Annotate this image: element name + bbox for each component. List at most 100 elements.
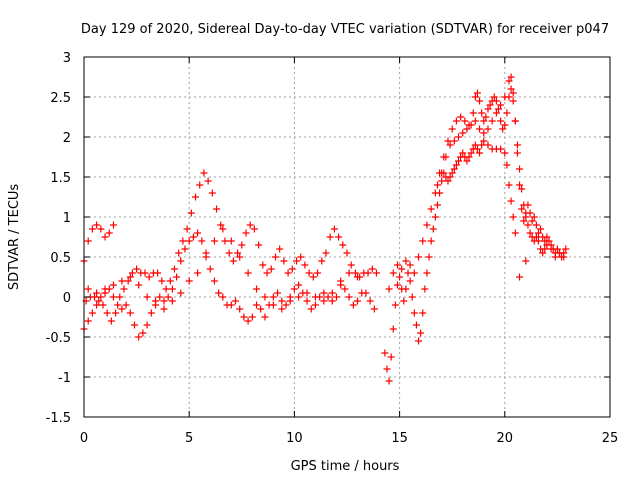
data-point [484, 141, 492, 149]
data-point [417, 329, 425, 337]
data-point [410, 309, 418, 317]
data-point [337, 277, 345, 285]
data-point [503, 109, 511, 117]
data-point [255, 241, 263, 249]
data-point [467, 149, 475, 157]
data-point [400, 297, 408, 305]
data-point [128, 269, 136, 277]
data-point [303, 297, 311, 305]
series-track-a [80, 169, 380, 325]
plot-frame [83, 56, 611, 418]
data-points [80, 73, 570, 385]
data-point [112, 309, 120, 317]
series-track-f [433, 73, 568, 281]
data-point [412, 321, 420, 329]
data-point [124, 277, 132, 285]
data-point [463, 157, 471, 165]
data-point [84, 285, 92, 293]
data-point [88, 309, 96, 317]
data-point [393, 281, 401, 289]
data-point [509, 213, 517, 221]
data-point [423, 269, 431, 277]
y-tick-labels: -1.5 -1 -0.5 0 0.5 1 1.5 2 2.5 3 [46, 51, 71, 426]
data-point [139, 329, 147, 337]
data-point [236, 253, 244, 261]
data-point [516, 273, 524, 281]
data-point [278, 297, 286, 305]
y-tick-label: 3 [63, 51, 71, 66]
data-point [492, 109, 500, 117]
data-point [183, 225, 191, 233]
y-tick-label: 0 [63, 291, 71, 306]
data-point [225, 249, 233, 257]
data-point [282, 301, 290, 309]
data-point [524, 201, 532, 209]
data-point [314, 269, 322, 277]
data-point [383, 365, 391, 373]
data-point [354, 297, 362, 305]
data-point [366, 297, 374, 305]
data-point [404, 269, 412, 277]
data-point [532, 221, 540, 229]
series-track-b [80, 229, 378, 341]
data-point [221, 237, 229, 245]
chart-title: Day 129 of 2020, Sidereal Day-to-day VTE… [81, 22, 609, 37]
data-point [328, 289, 336, 297]
data-point [307, 305, 315, 313]
data-point [518, 205, 526, 213]
data-point [469, 109, 477, 117]
data-point [465, 153, 473, 161]
data-point [387, 353, 395, 361]
data-point [213, 205, 221, 213]
data-point [175, 249, 183, 257]
data-point [524, 221, 532, 229]
y-tick-label: 2 [63, 131, 71, 146]
data-point [408, 293, 416, 301]
data-point [162, 285, 170, 293]
y-tick-label: 1.5 [50, 171, 71, 186]
data-point [295, 281, 303, 289]
data-point [288, 265, 296, 273]
data-point [274, 289, 282, 297]
data-point [309, 273, 317, 281]
x-tick-label: 10 [286, 431, 303, 446]
data-point [406, 261, 414, 269]
data-point [389, 325, 397, 333]
data-point [206, 265, 214, 273]
data-point [543, 233, 551, 241]
data-point [381, 349, 389, 357]
data-point [118, 277, 126, 285]
data-point [494, 105, 502, 113]
data-point [482, 113, 490, 121]
data-point [198, 237, 206, 245]
data-point [511, 229, 519, 237]
data-point [433, 181, 441, 189]
data-point [97, 225, 105, 233]
data-point [194, 229, 202, 237]
data-point [229, 257, 237, 265]
data-point [118, 305, 126, 313]
data-point [516, 181, 524, 189]
data-point [99, 301, 107, 309]
data-point [253, 301, 261, 309]
data-point [419, 237, 427, 245]
data-point [415, 337, 423, 345]
data-point [227, 237, 235, 245]
data-point [328, 297, 336, 305]
data-point [347, 261, 355, 269]
data-point [410, 269, 418, 277]
data-point [177, 257, 185, 265]
data-point [391, 301, 399, 309]
data-point [318, 257, 326, 265]
data-point [311, 293, 319, 301]
data-point [187, 209, 195, 217]
data-point [109, 281, 117, 289]
data-point [518, 185, 526, 193]
data-point [534, 229, 542, 237]
data-point [189, 233, 197, 241]
data-point [396, 273, 404, 281]
data-point [219, 225, 227, 233]
data-point [511, 117, 519, 125]
data-point [476, 149, 484, 157]
data-point [114, 301, 122, 309]
